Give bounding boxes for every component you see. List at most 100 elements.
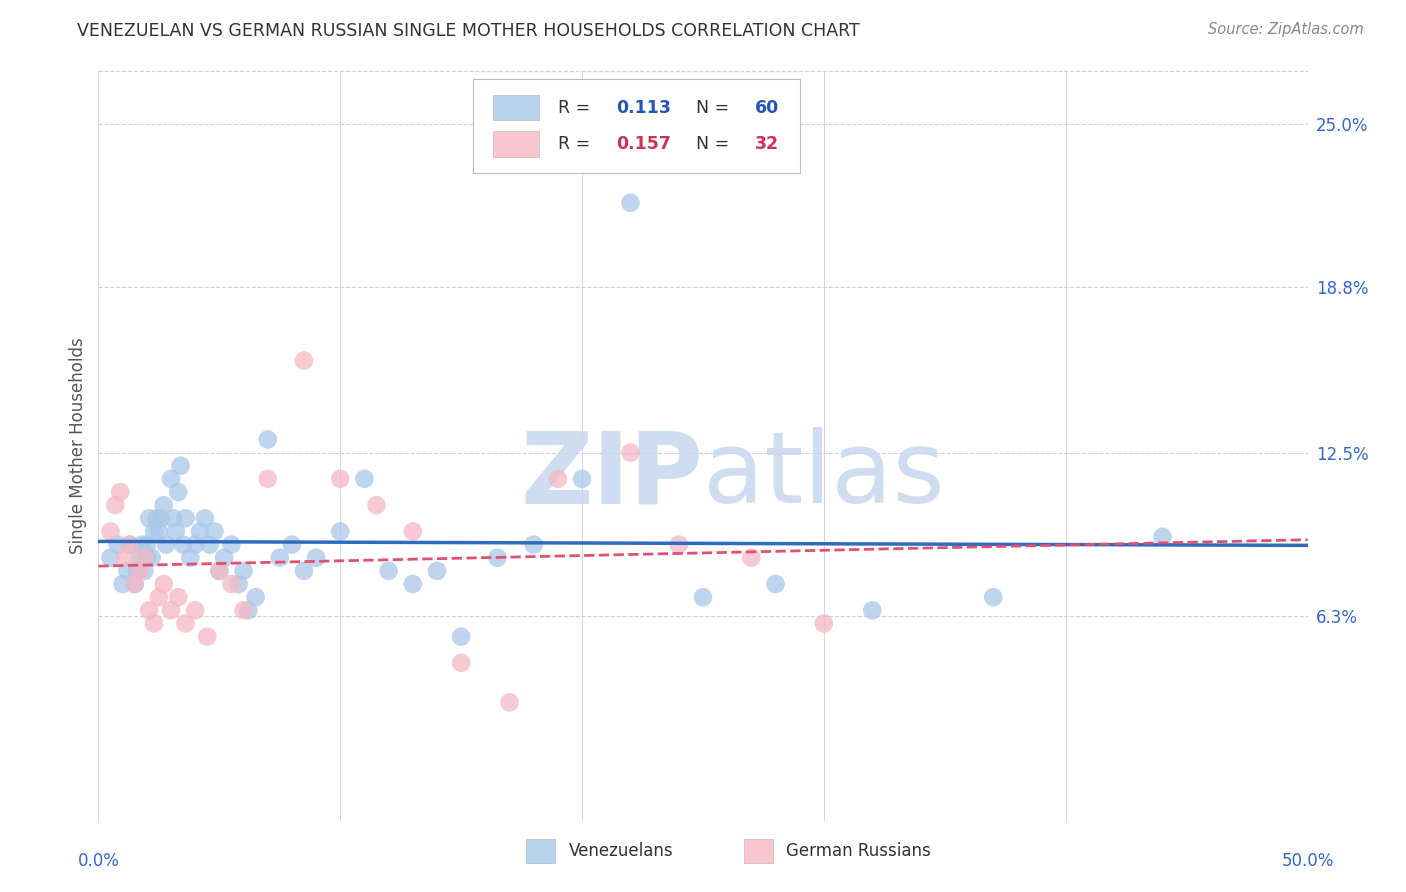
Point (145, 511, 167, 525)
Point (127, 564, 149, 578)
Point (981, 590, 1004, 604)
Point (152, 577, 174, 591)
Text: German Russians: German Russians (786, 842, 931, 860)
Point (174, 616, 197, 631)
Point (100, 550, 122, 565)
Point (131, 538, 153, 552)
Point (124, 577, 146, 591)
Point (256, 472, 278, 486)
Point (740, 550, 762, 565)
Point (198, 538, 221, 552)
Point (486, 550, 509, 565)
Point (141, 550, 163, 565)
Point (292, 353, 315, 368)
Point (208, 564, 231, 578)
Point (498, 695, 520, 709)
Point (281, 538, 304, 552)
Point (329, 524, 352, 539)
Point (377, 564, 399, 578)
Point (619, 445, 641, 459)
Text: atlas: atlas (703, 427, 945, 524)
Point (135, 550, 157, 565)
Point (111, 577, 134, 591)
Point (194, 511, 217, 525)
Point (165, 524, 187, 539)
Point (108, 485, 131, 500)
Point (118, 538, 141, 552)
Point (402, 524, 425, 539)
Point (167, 590, 190, 604)
FancyBboxPatch shape (474, 78, 800, 172)
Point (221, 538, 243, 552)
Point (402, 577, 425, 591)
Point (256, 433, 278, 447)
Point (138, 603, 160, 617)
Text: ZIP: ZIP (520, 427, 703, 524)
Point (523, 538, 546, 552)
Text: N =: N = (685, 136, 734, 153)
Point (450, 656, 472, 670)
Point (366, 498, 388, 512)
FancyBboxPatch shape (744, 838, 773, 863)
Point (204, 524, 226, 539)
Point (160, 603, 183, 617)
Point (148, 590, 170, 604)
Point (860, 603, 883, 617)
Text: VENEZUELAN VS GERMAN RUSSIAN SINGLE MOTHER HOUSEHOLDS CORRELATION CHART: VENEZUELAN VS GERMAN RUSSIAN SINGLE MOTH… (77, 22, 860, 40)
Point (353, 472, 375, 486)
Text: 50.0%: 50.0% (1281, 852, 1334, 871)
Point (114, 550, 136, 565)
Point (172, 538, 194, 552)
Point (150, 511, 173, 525)
Point (174, 511, 197, 525)
Point (152, 498, 174, 512)
Point (292, 564, 315, 578)
Text: 32: 32 (755, 136, 779, 153)
Point (232, 603, 254, 617)
Text: 0.157: 0.157 (616, 136, 671, 153)
Point (571, 472, 593, 486)
Point (143, 524, 166, 539)
FancyBboxPatch shape (492, 131, 538, 157)
Point (128, 564, 150, 578)
Point (107, 538, 129, 552)
Point (160, 472, 183, 486)
Point (212, 550, 235, 565)
FancyBboxPatch shape (526, 838, 555, 863)
Point (619, 195, 641, 210)
Point (128, 550, 150, 565)
Point (169, 458, 191, 473)
Point (238, 603, 260, 617)
Point (269, 550, 291, 565)
Text: 60: 60 (755, 99, 779, 117)
Text: R =: R = (558, 99, 596, 117)
Text: R =: R = (558, 136, 596, 153)
Point (228, 577, 250, 591)
Point (329, 472, 352, 486)
Text: 0.113: 0.113 (616, 99, 671, 117)
Point (547, 472, 569, 486)
Point (813, 616, 835, 631)
Point (117, 564, 139, 578)
Text: Venezuelans: Venezuelans (569, 842, 673, 860)
Point (124, 577, 146, 591)
Point (162, 511, 184, 525)
Point (232, 564, 254, 578)
Text: N =: N = (685, 99, 734, 117)
Point (426, 564, 449, 578)
Point (188, 524, 211, 539)
Point (208, 564, 231, 578)
FancyBboxPatch shape (492, 95, 538, 120)
Point (167, 485, 190, 500)
Point (155, 538, 177, 552)
Point (305, 550, 328, 565)
Point (138, 511, 160, 525)
Point (1152, 530, 1174, 544)
Point (668, 538, 690, 552)
Point (143, 616, 166, 631)
Point (195, 630, 218, 644)
Point (135, 538, 157, 552)
Point (221, 577, 243, 591)
Text: Source: ZipAtlas.com: Source: ZipAtlas.com (1208, 22, 1364, 37)
Point (104, 498, 127, 512)
